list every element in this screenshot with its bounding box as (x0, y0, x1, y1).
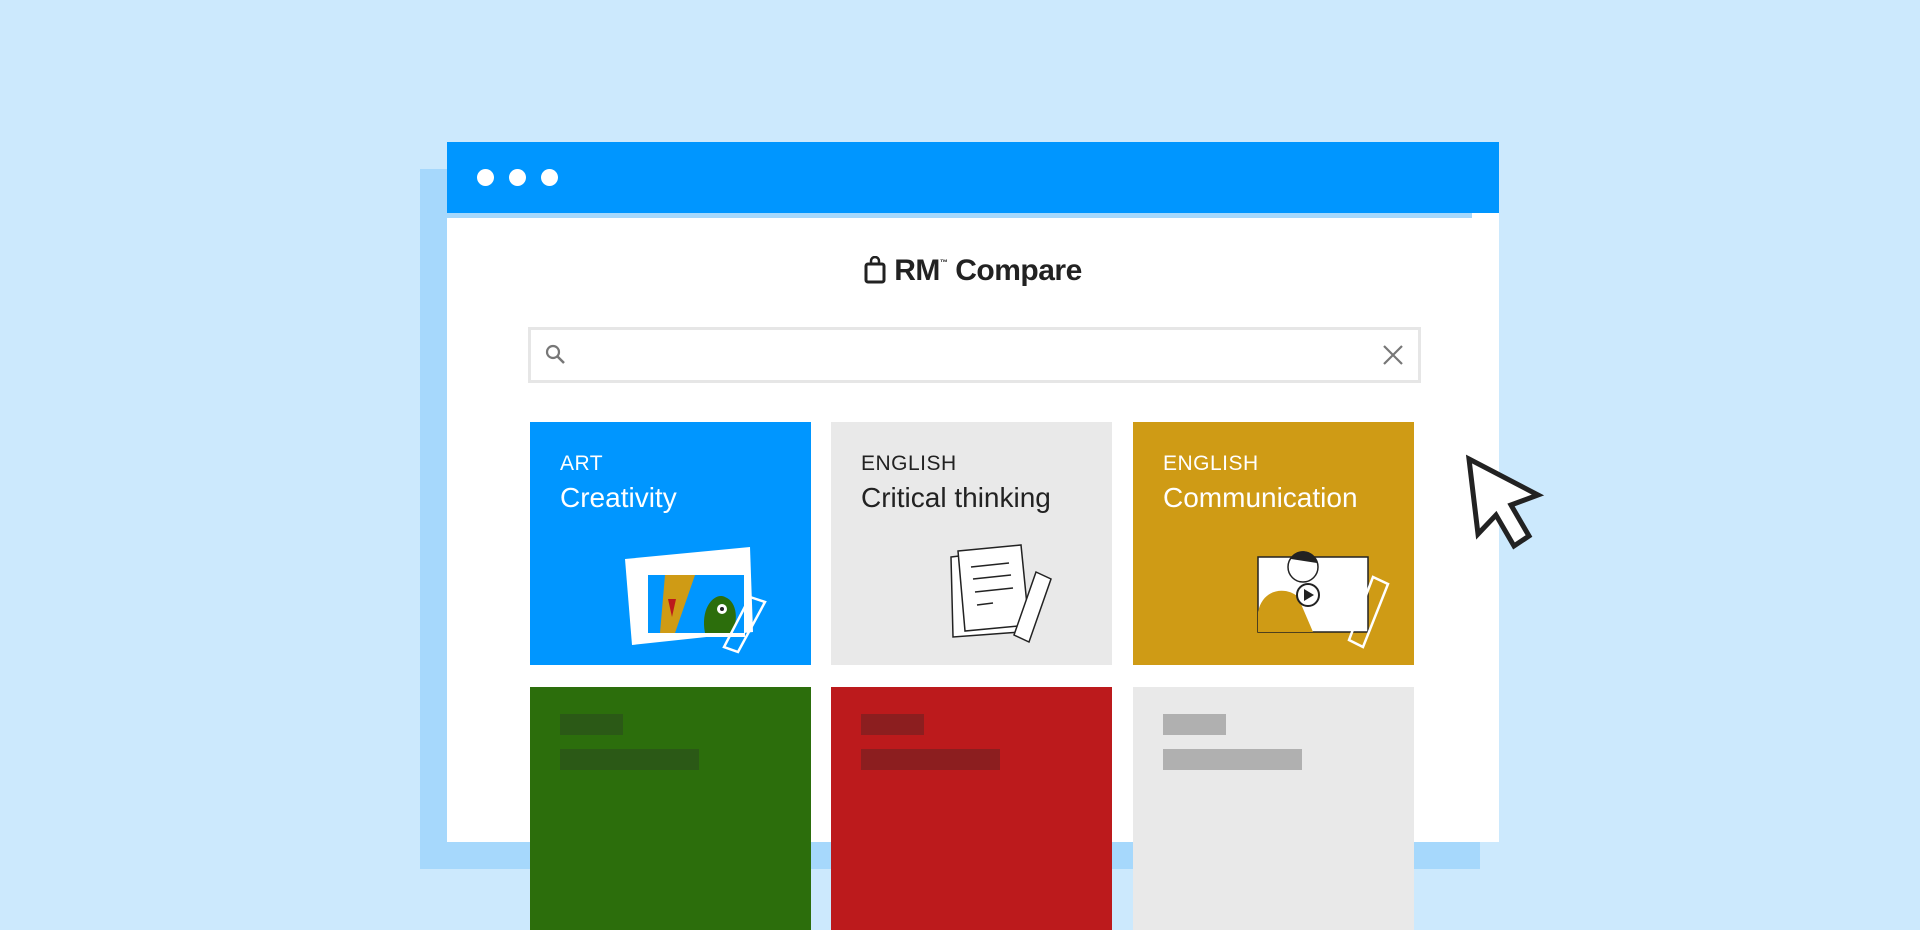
card-placeholder[interactable] (530, 687, 811, 930)
card-title: Critical thinking (861, 482, 1051, 513)
card-placeholder[interactable] (1133, 687, 1414, 930)
window-dot[interactable] (509, 169, 526, 186)
card-category: ENGLISH (861, 452, 957, 475)
artwork-illustration (625, 547, 767, 654)
title-bar (447, 142, 1499, 213)
card-english-critical-thinking[interactable]: ENGLISH Critical thinking (831, 422, 1112, 665)
placeholder-bar (1163, 714, 1226, 735)
placeholder-bar (560, 749, 699, 770)
brand-logo: RM™ Compare (447, 254, 1499, 288)
search-input[interactable] (581, 330, 1365, 382)
shopping-bag-icon (864, 255, 886, 284)
card-title: Communication (1163, 482, 1358, 513)
card-title: Creativity (560, 482, 677, 513)
search-bar (528, 327, 1421, 383)
card-category: ENGLISH (1163, 452, 1259, 475)
placeholder-bar (560, 714, 623, 735)
divider (447, 213, 1472, 218)
card-placeholder[interactable] (831, 687, 1112, 930)
window-dot[interactable] (541, 169, 558, 186)
search-icon[interactable] (545, 344, 567, 366)
card-english-communication[interactable]: ENGLISH Communication (1133, 422, 1414, 665)
video-illustration (1257, 551, 1390, 649)
placeholder-bar (861, 749, 1000, 770)
pointer-cursor-icon (1465, 454, 1545, 550)
placeholder-bar (861, 714, 924, 735)
card-art-creativity[interactable]: ART Creativity (530, 422, 811, 665)
card-category: ART (560, 452, 604, 475)
placeholder-bar (1163, 749, 1302, 770)
window-dot[interactable] (477, 169, 494, 186)
close-icon[interactable] (1382, 344, 1404, 366)
document-illustration (950, 544, 1052, 644)
